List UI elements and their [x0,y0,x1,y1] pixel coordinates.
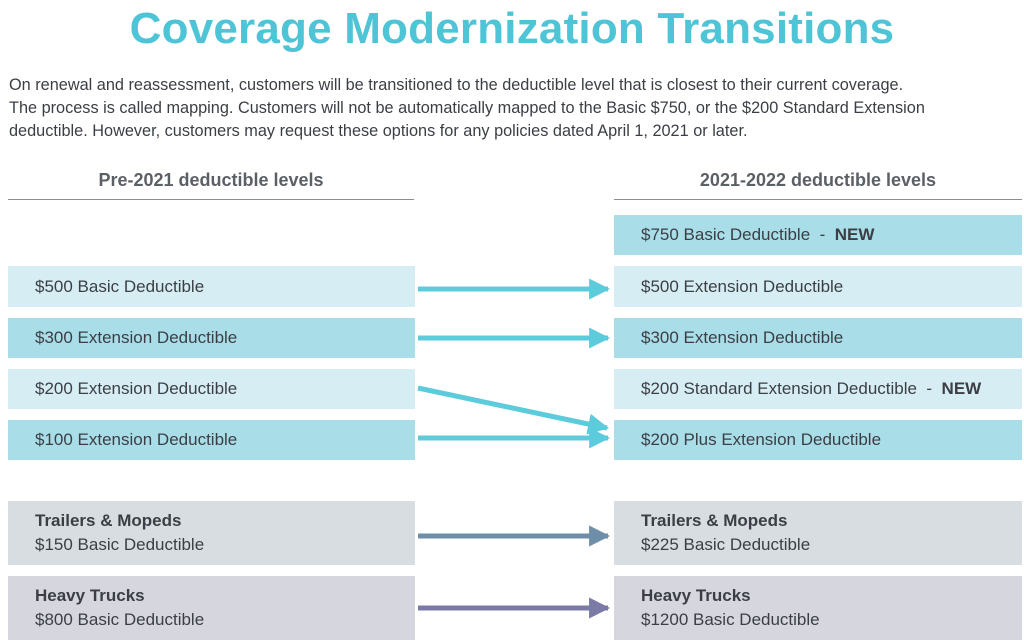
box-label: $300 Extension Deductible [35,328,238,347]
right-box-trailers-mopeds: Trailers & Mopeds $225 Basic Deductible [614,501,1022,565]
right-column-rule [614,199,1022,200]
new-separator: - [819,225,826,244]
box-label: $1200 Basic Deductible [641,610,820,629]
box-label: $500 Extension Deductible [641,276,844,296]
new-badge: NEW [834,225,875,244]
intro-line: deductible. However, customers may reque… [9,122,748,140]
box-label: $200 Plus Extension Deductible [641,430,882,449]
right-box-750-basic: $750 Basic Deductible - NEW [614,215,1022,255]
box-title: Heavy Trucks [641,586,751,605]
left-box-200-extension: $200 Extension Deductible [8,369,415,409]
left-box-300-extension: $300 Extension Deductible [8,318,415,358]
right-box-heavy-trucks: Heavy Trucks $1200 Basic Deductible [614,576,1022,640]
box-label-row: $750 Basic Deductible - NEW [641,223,1022,247]
box-label: $200 Extension Deductible [35,379,238,398]
new-badge: NEW [941,379,982,398]
new-separator: - [926,379,933,398]
right-column-header: 2021-2022 deductible levels [699,170,937,190]
left-box-heavy-trucks: Heavy Trucks $800 Basic Deductible [8,576,415,640]
box-title: Trailers & Mopeds [641,511,788,530]
box-label: $750 Basic Deductible [641,225,811,244]
left-column-header: Pre-2021 deductible levels [98,170,324,190]
box-label: $225 Basic Deductible [641,535,811,554]
left-box-500-basic: $500 Basic Deductible [8,266,415,307]
left-box-trailers-mopeds: Trailers & Mopeds $150 Basic Deductible [8,501,415,565]
intro-paragraph: On renewal and reassessment, customers w… [9,74,1019,143]
arrow-200-to-200-plus-extension [417,385,610,435]
box-title: Trailers & Mopeds [35,511,182,530]
left-box-100-extension: $100 Extension Deductible [8,420,415,460]
box-label: $100 Extension Deductible [35,430,238,449]
box-title: Heavy Trucks [35,586,145,605]
box-label: $500 Basic Deductible [35,276,205,296]
right-box-500-extension: $500 Extension Deductible [614,266,1022,307]
intro-line: On renewal and reassessment, customers w… [9,76,904,94]
right-box-200-plus-extension: $200 Plus Extension Deductible [614,420,1022,460]
right-box-300-extension: $300 Extension Deductible [614,318,1022,358]
box-label: $200 Standard Extension Deductible [641,379,917,398]
page-title: Coverage Modernization Transitions [129,4,895,53]
left-column-rule [8,199,414,200]
box-label-row: $200 Standard Extension Deductible - NEW [641,377,1022,401]
right-box-200-standard-extension: $200 Standard Extension Deductible - NEW [614,369,1022,409]
intro-line: The process is called mapping. Customers… [9,99,925,117]
box-label: $300 Extension Deductible [641,328,844,347]
box-label: $150 Basic Deductible [35,535,205,554]
box-label: $800 Basic Deductible [35,610,205,629]
